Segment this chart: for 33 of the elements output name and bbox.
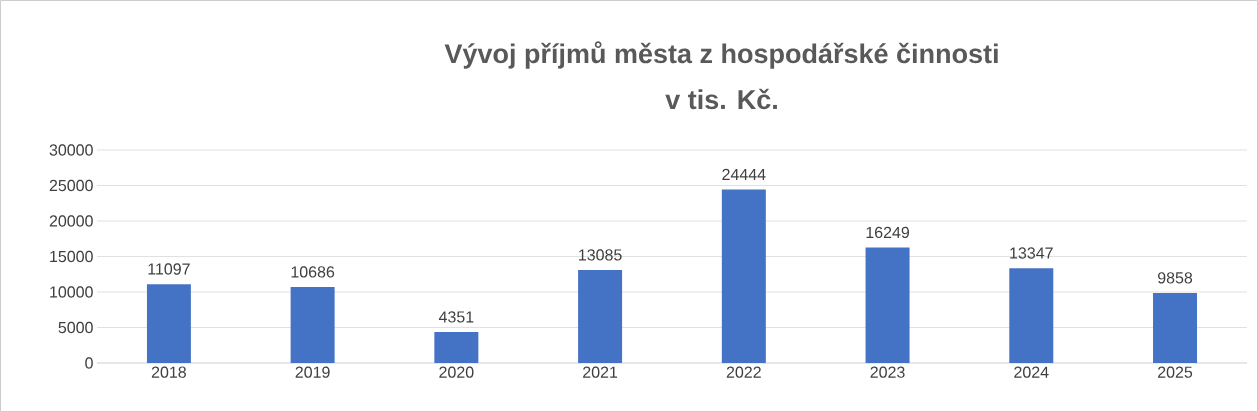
x-tick-label: 2025 (1158, 366, 1193, 378)
x-tick-label: 2022 (726, 366, 761, 378)
x-tick-label: 2023 (870, 366, 905, 378)
bar (146, 284, 191, 363)
x-tick-label: 2020 (439, 366, 474, 378)
y-tick-label: 30000 (49, 144, 93, 156)
data-label: 9858 (1157, 272, 1193, 284)
x-tick-label: 2019 (295, 366, 330, 378)
bar (578, 270, 623, 363)
bar (1009, 268, 1054, 363)
data-label: 13085 (579, 249, 622, 261)
data-label: 16249 (866, 226, 910, 239)
bar (434, 332, 479, 363)
x-tick-label: 2024 (1014, 366, 1049, 378)
y-tick-label: 5000 (58, 321, 93, 334)
data-label: 4351 (438, 311, 474, 323)
bar (721, 189, 766, 363)
bar (1153, 293, 1198, 363)
y-tick-label: 10000 (50, 286, 93, 298)
data-label: 24444 (722, 168, 766, 180)
y-tick-label: 20000 (49, 215, 93, 227)
data-label: 10686 (291, 266, 335, 278)
y-tick-label: 0 (85, 357, 93, 369)
bar (290, 287, 335, 363)
y-tick-label: 25000 (49, 179, 93, 192)
bar (865, 247, 910, 363)
x-tick-label: 2021 (583, 366, 618, 378)
chart-title: Vývoj příjmů města z hospodářské činnosti (444, 41, 998, 69)
data-label: 13347 (1010, 247, 1053, 259)
chart-subtitle: v tis. Kč. (665, 88, 777, 110)
x-tick-label: 2018 (151, 366, 186, 378)
data-label: 11097 (148, 263, 190, 275)
y-tick-label: 15000 (50, 250, 93, 263)
